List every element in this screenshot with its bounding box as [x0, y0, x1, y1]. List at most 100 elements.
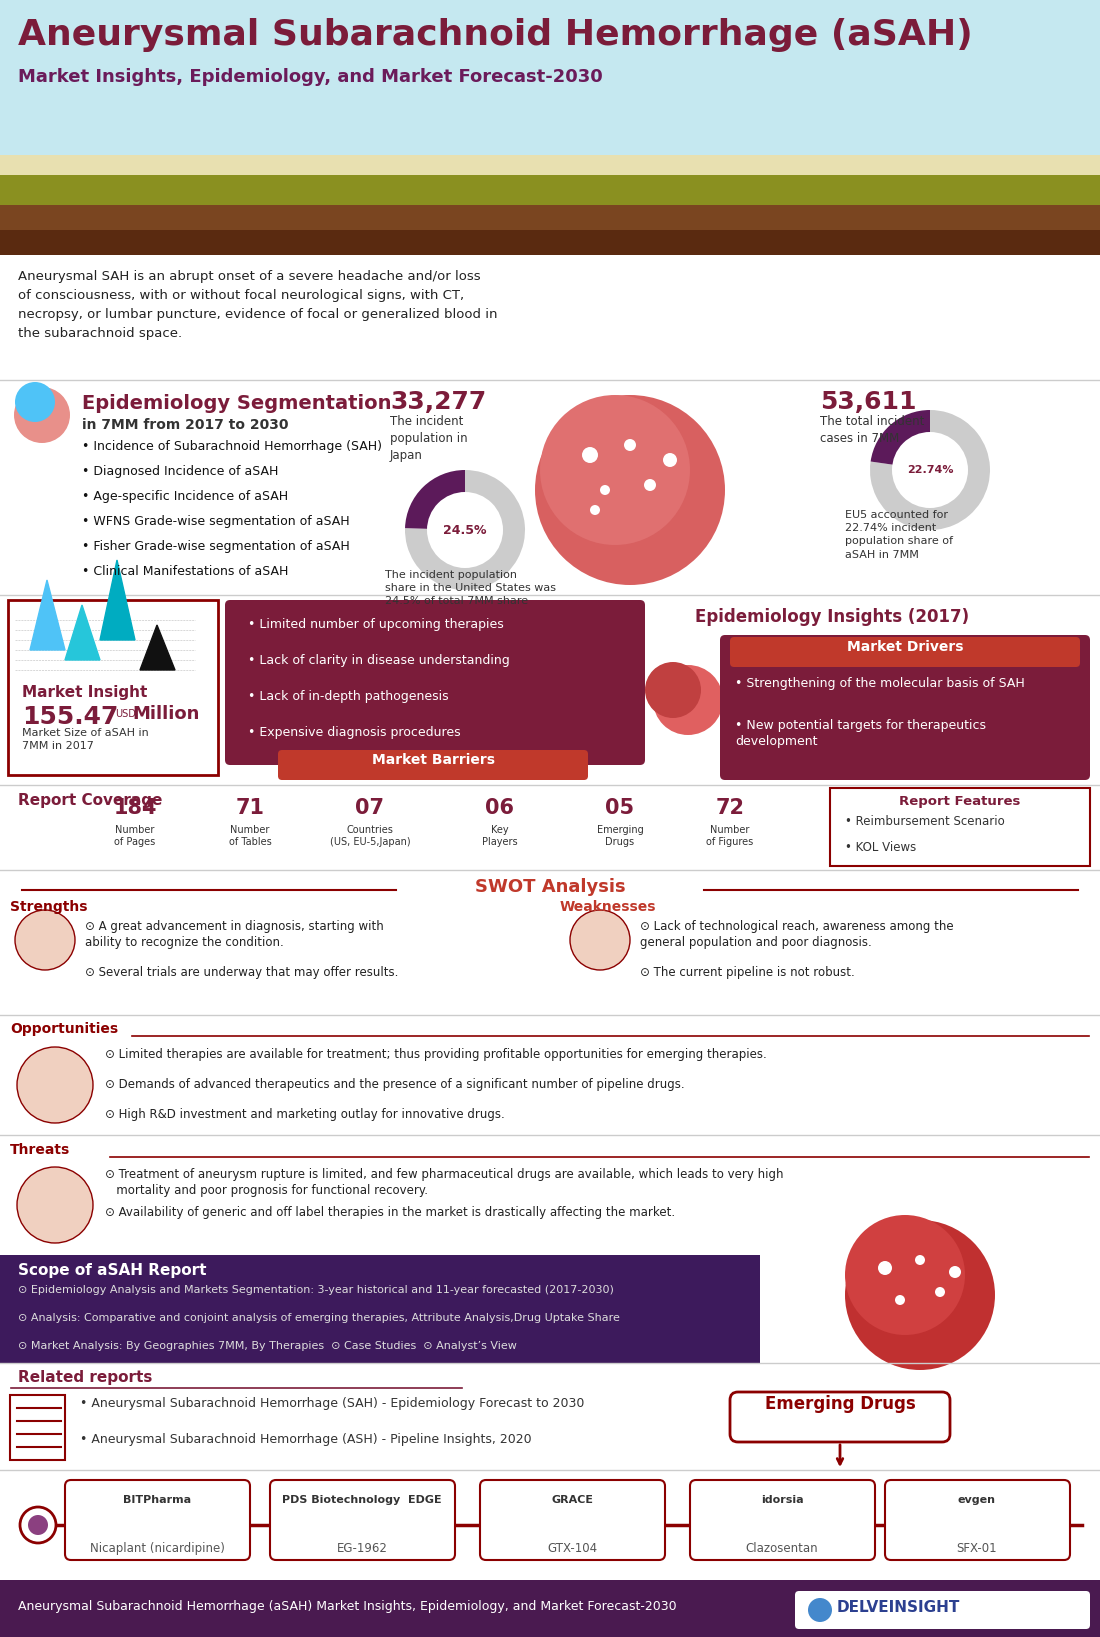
Wedge shape [870, 409, 930, 470]
Text: Clazosentan: Clazosentan [746, 1542, 818, 1555]
Polygon shape [65, 606, 100, 660]
Text: Million: Million [132, 706, 199, 724]
Bar [0, 231, 1100, 255]
Circle shape [624, 439, 636, 452]
Circle shape [20, 1508, 56, 1544]
Text: • Expensive diagnosis procedures: • Expensive diagnosis procedures [248, 725, 461, 738]
Bar [0, 175, 1100, 214]
Circle shape [845, 1215, 965, 1336]
Circle shape [935, 1287, 945, 1297]
Text: 155.47: 155.47 [22, 706, 119, 728]
Text: Epidemiology Insights (2017): Epidemiology Insights (2017) [695, 607, 969, 625]
FancyBboxPatch shape [730, 637, 1080, 666]
Bar [0, 205, 1100, 241]
Text: • Clinical Manifestations of aSAH: • Clinical Manifestations of aSAH [82, 565, 288, 578]
Bar [830, 787, 1090, 866]
Text: ⊙ Market Analysis: By Geographies 7MM, By Therapies  ⊙ Case Studies  ⊙ Analyst’s: ⊙ Market Analysis: By Geographies 7MM, B… [18, 1341, 517, 1351]
Text: GRACE: GRACE [551, 1495, 593, 1504]
Text: • Reimbursement Scenario: • Reimbursement Scenario [845, 815, 1004, 828]
Text: SWOT Analysis: SWOT Analysis [475, 877, 625, 895]
Text: Market Insights, Epidemiology, and Market Forecast-2030: Market Insights, Epidemiology, and Marke… [18, 69, 603, 87]
Text: evgen: evgen [958, 1495, 996, 1504]
Text: EG-1962: EG-1962 [337, 1542, 387, 1555]
Text: • Lack of in-depth pathogenesis: • Lack of in-depth pathogenesis [248, 691, 449, 702]
FancyBboxPatch shape [226, 601, 645, 764]
Text: Aneurysmal Subarachnoid Hemorrhage (aSAH) Market Insights, Epidemiology, and Mar: Aneurysmal Subarachnoid Hemorrhage (aSAH… [18, 1599, 676, 1612]
Text: Number
of Pages: Number of Pages [114, 825, 155, 848]
FancyBboxPatch shape [886, 1480, 1070, 1560]
Circle shape [590, 504, 600, 516]
Text: The incident population
share in the United States was
24.5% of total 7MM share: The incident population share in the Uni… [385, 570, 556, 606]
Text: DELVEINSIGHT: DELVEINSIGHT [837, 1599, 960, 1616]
Text: ⊙ Limited therapies are available for treatment; thus providing profitable oppor: ⊙ Limited therapies are available for tr… [104, 1048, 767, 1061]
Text: Nicaplant (nicardipine): Nicaplant (nicardipine) [89, 1542, 224, 1555]
Circle shape [653, 665, 723, 735]
Circle shape [427, 493, 503, 568]
Text: ⊙ Treatment of aneurysm rupture is limited, and few pharmaceutical drugs are ava: ⊙ Treatment of aneurysm rupture is limit… [104, 1169, 783, 1197]
Circle shape [582, 447, 598, 463]
Text: idorsia: idorsia [761, 1495, 803, 1504]
Text: in 7MM from 2017 to 2030: in 7MM from 2017 to 2030 [82, 417, 288, 432]
Text: ⊙ A great advancement in diagnosis, starting with
ability to recognize the condi: ⊙ A great advancement in diagnosis, star… [85, 920, 384, 949]
Text: 22.74%: 22.74% [906, 465, 954, 475]
FancyBboxPatch shape [795, 1591, 1090, 1629]
Text: ⊙ Several trials are underway that may offer results.: ⊙ Several trials are underway that may o… [85, 966, 398, 979]
Text: PDS Biotechnology  EDGE: PDS Biotechnology EDGE [283, 1495, 442, 1504]
Text: • Fisher Grade-wise segmentation of aSAH: • Fisher Grade-wise segmentation of aSAH [82, 540, 350, 553]
Text: ⊙ Epidemiology Analysis and Markets Segmentation: 3-year historical and 11-year : ⊙ Epidemiology Analysis and Markets Segm… [18, 1285, 614, 1295]
Text: • Aneurysmal Subarachnoid Hemorrhage (SAH) - Epidemiology Forecast to 2030: • Aneurysmal Subarachnoid Hemorrhage (SA… [80, 1396, 584, 1409]
Bar [0, 786, 1100, 869]
Bar [0, 1134, 1100, 1256]
Text: • New potential targets for therapeutics
development: • New potential targets for therapeutics… [735, 719, 986, 748]
Wedge shape [870, 409, 990, 530]
Text: • KOL Views: • KOL Views [845, 841, 916, 855]
Circle shape [16, 1048, 94, 1123]
Circle shape [600, 485, 610, 494]
Text: GTX-104: GTX-104 [547, 1542, 597, 1555]
Bar [8, 601, 218, 774]
Circle shape [535, 395, 725, 584]
Text: 33,277: 33,277 [390, 390, 486, 414]
Circle shape [14, 386, 70, 444]
Bar [10, 1395, 65, 1460]
Text: 184: 184 [113, 797, 156, 818]
FancyBboxPatch shape [730, 1391, 950, 1442]
Text: • Limited number of upcoming therapies: • Limited number of upcoming therapies [248, 619, 504, 630]
Wedge shape [405, 470, 465, 530]
Bar [0, 594, 1100, 779]
Text: Report Coverage: Report Coverage [18, 792, 163, 809]
Text: The incident
population in
Japan: The incident population in Japan [390, 416, 468, 462]
FancyBboxPatch shape [278, 750, 588, 779]
FancyBboxPatch shape [480, 1480, 666, 1560]
Circle shape [895, 1295, 905, 1305]
Text: Scope of aSAH Report: Scope of aSAH Report [18, 1264, 207, 1278]
Text: Market Barriers: Market Barriers [372, 753, 495, 768]
Text: Market Drivers: Market Drivers [847, 640, 964, 655]
Text: ⊙ The current pipeline is not robust.: ⊙ The current pipeline is not robust. [640, 966, 855, 979]
Text: 06: 06 [485, 797, 515, 818]
Text: 07: 07 [355, 797, 385, 818]
Circle shape [645, 661, 701, 719]
Text: Market Size of aSAH in
7MM in 2017: Market Size of aSAH in 7MM in 2017 [22, 728, 148, 751]
Circle shape [570, 910, 630, 971]
Bar [0, 255, 1100, 380]
Text: • Incidence of Subarachnoid Hemorrhage (SAH): • Incidence of Subarachnoid Hemorrhage (… [82, 440, 382, 453]
FancyBboxPatch shape [720, 635, 1090, 779]
Bar [0, 0, 1100, 180]
Text: 24.5%: 24.5% [443, 524, 486, 537]
Bar [0, 1580, 1100, 1637]
FancyBboxPatch shape [690, 1480, 875, 1560]
Text: The total incident
cases in 7MM: The total incident cases in 7MM [820, 416, 924, 445]
Text: Countries
(US, EU-5,Japan): Countries (US, EU-5,Japan) [330, 825, 410, 848]
Text: • Strengthening of the molecular basis of SAH: • Strengthening of the molecular basis o… [735, 678, 1025, 691]
Text: 53,611: 53,611 [820, 390, 916, 414]
FancyBboxPatch shape [270, 1480, 455, 1560]
Circle shape [15, 910, 75, 971]
Text: Emerging Drugs: Emerging Drugs [764, 1395, 915, 1413]
Circle shape [845, 1220, 996, 1370]
Text: Aneurysmal SAH is an abrupt onset of a severe headache and/or loss
of consciousn: Aneurysmal SAH is an abrupt onset of a s… [18, 270, 497, 340]
Polygon shape [140, 625, 175, 670]
Text: EU5 accounted for
22.74% incident
population share of
aSAH in 7MM: EU5 accounted for 22.74% incident popula… [845, 511, 953, 560]
Text: Number
of Tables: Number of Tables [229, 825, 272, 848]
Text: USD: USD [116, 709, 136, 719]
